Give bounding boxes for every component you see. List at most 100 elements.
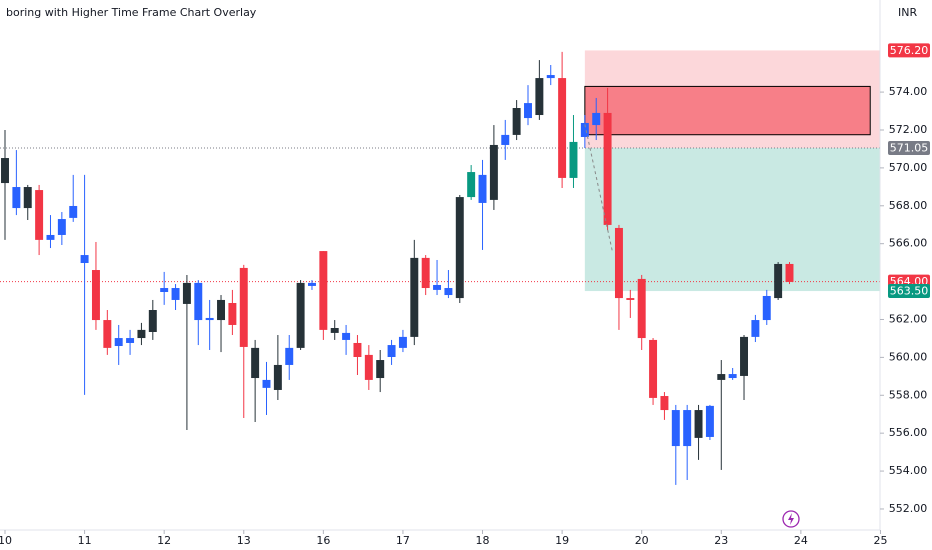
candle-body	[444, 288, 453, 296]
candle-body	[569, 141, 578, 178]
plot-area	[0, 50, 881, 485]
candle-body	[251, 347, 260, 379]
candle-body	[296, 282, 305, 348]
candle-body	[205, 317, 214, 321]
price-tag-label: 571.05	[890, 141, 929, 154]
x-tick-label: 12	[157, 534, 171, 547]
y-tick-label: 570.00	[889, 161, 928, 174]
candle-body	[660, 396, 669, 411]
candle-body	[376, 360, 385, 379]
x-tick-label: 20	[635, 534, 649, 547]
zone	[584, 85, 871, 136]
candle-body	[762, 295, 771, 321]
y-tick-label: 552.00	[889, 502, 928, 515]
y-tick-label: 572.00	[889, 123, 928, 136]
chart-title: boring with Higher Time Frame Chart Over…	[6, 6, 257, 19]
candle-body	[319, 251, 328, 330]
price-tag	[888, 140, 930, 155]
candle-body	[35, 190, 44, 240]
candle-body	[160, 288, 169, 293]
candle-body	[228, 302, 237, 325]
candle-body	[694, 410, 703, 438]
candle-body	[740, 336, 748, 376]
candle-body	[524, 103, 532, 119]
candle-body	[580, 122, 589, 138]
candle-body	[785, 263, 794, 282]
candle-body	[637, 278, 646, 339]
y-tick-label: 574.00	[889, 85, 928, 98]
candle-body	[649, 339, 658, 398]
y-tick-label: 566.00	[889, 237, 928, 250]
candle-body	[80, 255, 89, 264]
candle-body	[285, 347, 294, 365]
candle-body	[308, 282, 316, 286]
candle-body	[398, 336, 407, 348]
candle-body	[239, 267, 248, 347]
candle-body	[114, 338, 123, 347]
price-tag	[888, 284, 930, 299]
candle-body	[182, 282, 191, 304]
y-tick-label: 568.00	[889, 199, 928, 212]
candle-body	[148, 310, 157, 332]
price-tag	[888, 43, 930, 58]
y-tick-label: 560.00	[889, 350, 928, 363]
candle-body	[421, 257, 430, 289]
candle-body	[626, 298, 635, 300]
x-tick-label: 23	[714, 534, 728, 547]
zone	[584, 147, 881, 292]
candle-body	[705, 405, 714, 437]
candle-body	[330, 328, 339, 333]
price-tag-label: 563.50	[890, 285, 929, 298]
candle-body	[535, 78, 544, 116]
candle-body	[262, 379, 271, 388]
candle-body	[364, 354, 373, 380]
currency: INR	[898, 6, 917, 19]
x-tick-label: 24	[794, 534, 808, 547]
candle-body	[342, 332, 351, 340]
candle-body	[433, 284, 442, 290]
candle-body	[478, 174, 487, 203]
candle-body	[69, 205, 78, 218]
candle-body	[455, 197, 464, 299]
candle-body	[546, 75, 555, 79]
x-tick-label: 17	[396, 534, 410, 547]
candle-body	[103, 320, 112, 348]
x-tick-label: 13	[237, 534, 251, 547]
candle-body	[46, 234, 55, 240]
x-tick-label: 19	[555, 534, 569, 547]
candle-body	[603, 112, 612, 225]
y-tick-label: 558.00	[889, 388, 928, 401]
x-tick-label: 16	[316, 534, 330, 547]
candle-body	[751, 320, 760, 337]
candle-body	[512, 108, 521, 135]
candle-body	[353, 342, 362, 357]
candle-body	[57, 219, 66, 235]
candle-body	[467, 172, 476, 198]
candle-body	[273, 364, 282, 390]
candle-body	[728, 374, 737, 379]
candle-body	[12, 187, 21, 209]
candle-body	[558, 78, 567, 178]
x-tick-label: 11	[78, 534, 92, 547]
candle-body	[23, 187, 32, 209]
candle-body	[501, 134, 510, 145]
candle-body	[489, 144, 498, 200]
candle-body	[217, 299, 226, 321]
candle-body	[91, 270, 100, 321]
x-tick-label: 18	[476, 534, 490, 547]
candle-body	[671, 410, 680, 447]
candle-body	[592, 112, 601, 126]
candle-body	[1, 158, 9, 184]
y-tick-label: 554.00	[889, 464, 928, 477]
candle-body	[717, 374, 726, 380]
candle-body	[126, 338, 135, 343]
candle-body	[194, 282, 203, 321]
candle-body	[410, 257, 419, 337]
x-tick-label: 25	[873, 534, 887, 547]
candle-body	[137, 329, 146, 339]
candle-body	[683, 410, 692, 447]
replay-icon[interactable]	[782, 510, 800, 528]
candle-body	[171, 288, 180, 300]
candle-body	[774, 263, 783, 299]
